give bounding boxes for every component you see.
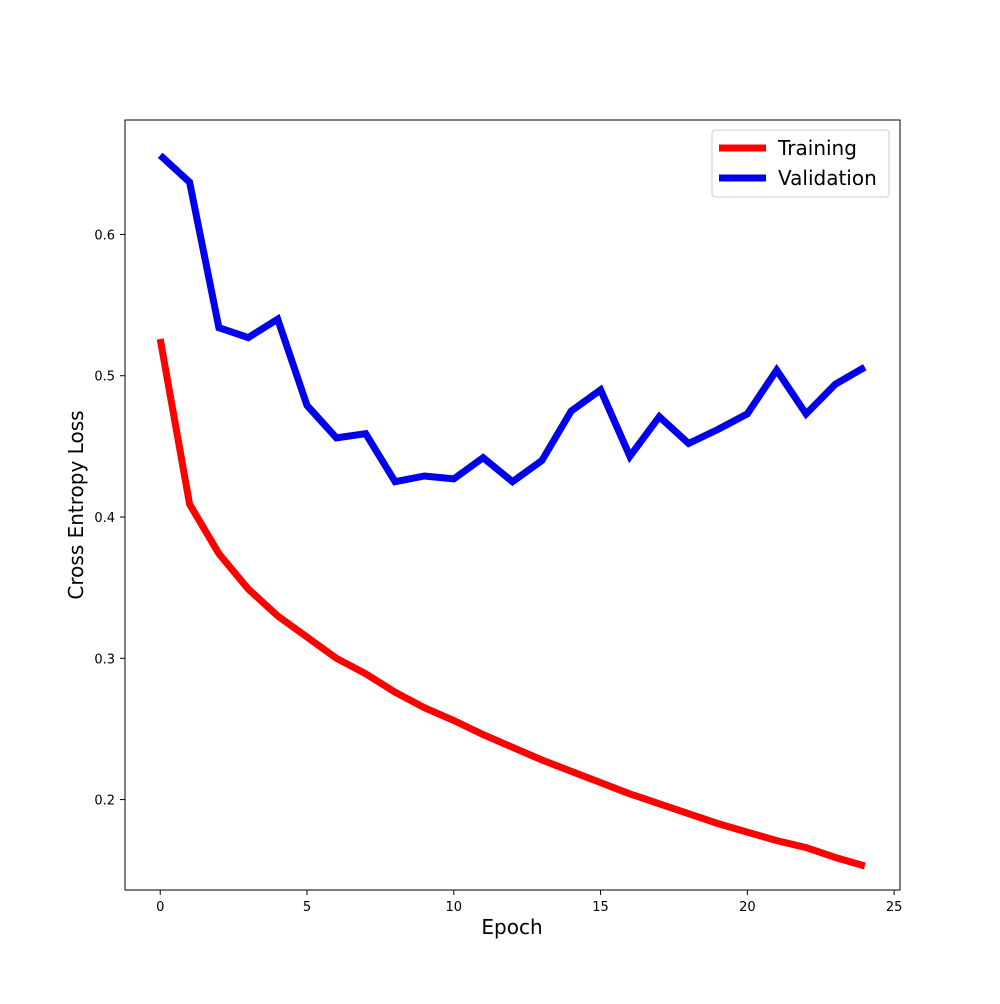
- legend-label-training: Training: [777, 136, 857, 160]
- x-tick-label: 0: [156, 900, 164, 915]
- y-axis-title: Cross Entropy Loss: [64, 410, 88, 599]
- x-axis-ticks: 0 5 10 15 20 25: [156, 890, 902, 915]
- y-tick-label: 0.2: [94, 794, 115, 809]
- x-tick-label: 20: [739, 900, 756, 915]
- x-axis-title: Epoch: [481, 915, 542, 939]
- y-tick-label: 0.5: [94, 370, 115, 385]
- y-tick-label: 0.3: [94, 652, 115, 667]
- x-tick-label: 15: [592, 900, 609, 915]
- x-tick-label: 25: [886, 900, 903, 915]
- x-tick-label: 10: [446, 900, 463, 915]
- y-axis-ticks: 0.2 0.3 0.4 0.5 0.6: [94, 228, 125, 809]
- series-line-training: [156, 338, 866, 870]
- y-tick-label: 0.6: [94, 228, 115, 243]
- series-line-validation: [157, 152, 867, 487]
- y-tick-label: 0.4: [94, 511, 115, 526]
- legend-label-validation: Validation: [778, 166, 877, 190]
- legend: Training Validation: [711, 129, 890, 198]
- plot-lines: [156, 152, 867, 870]
- x-tick-label: 5: [303, 900, 311, 915]
- plot-frame: [124, 119, 901, 891]
